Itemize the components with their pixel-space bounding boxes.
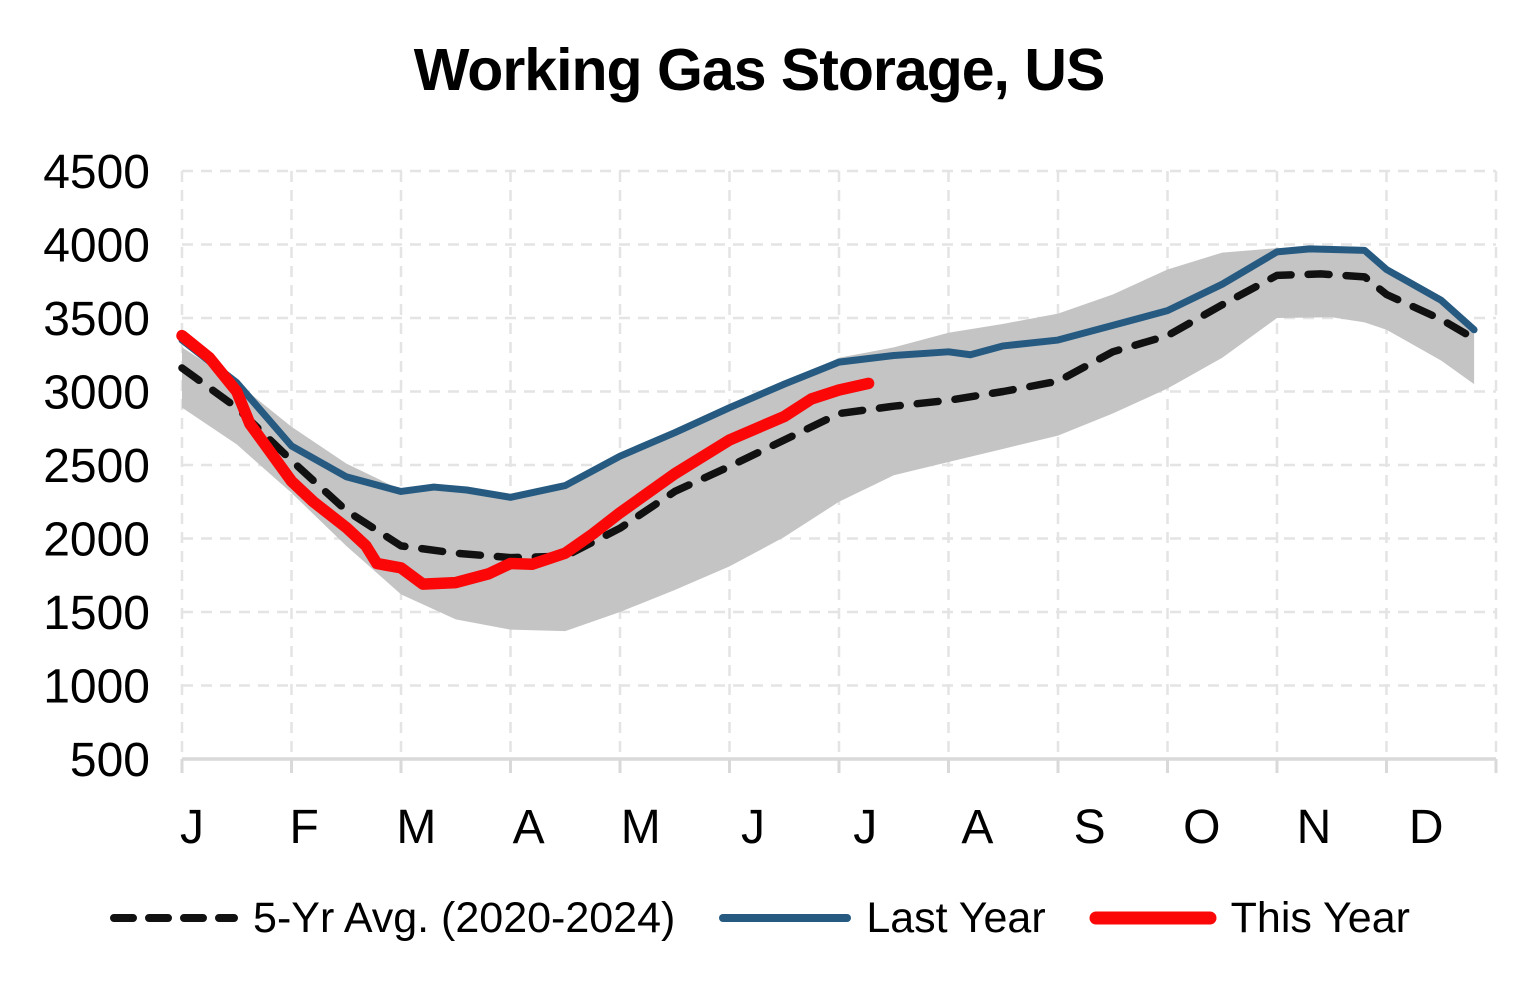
red-line-swatch-icon — [1089, 911, 1217, 925]
svg-text:2000: 2000 — [43, 513, 150, 566]
svg-text:J: J — [741, 801, 765, 854]
dashed-line-swatch-icon — [110, 914, 239, 922]
svg-text:D: D — [1409, 801, 1444, 854]
series-line-this-year — [176, 329, 875, 590]
svg-text:J: J — [853, 801, 877, 854]
svg-text:3500: 3500 — [43, 293, 150, 346]
series-line-5yr-avg — [178, 270, 1478, 562]
svg-text:2500: 2500 — [43, 440, 150, 493]
svg-text:1000: 1000 — [43, 660, 150, 713]
svg-text:J: J — [180, 801, 204, 854]
legend-item-5yr-avg: 5-Yr Avg. (2020-2024) — [108, 894, 675, 943]
legend-label-last-year: Last Year — [866, 893, 1046, 942]
svg-text:3000: 3000 — [43, 366, 150, 419]
svg-text:1500: 1500 — [43, 587, 150, 640]
y-tick-labels: 500 1000 1500 2000 2500 3000 3500 4000 4500 — [43, 146, 150, 787]
svg-text:500: 500 — [70, 734, 150, 787]
svg-text:4500: 4500 — [43, 146, 150, 199]
legend-item-this-year: This Year — [1088, 894, 1410, 943]
svg-text:O: O — [1183, 801, 1220, 854]
legend-label-this-year: This Year — [1230, 893, 1410, 942]
x-axis-ticks — [180, 759, 1498, 773]
series-line-last-year — [178, 245, 1478, 501]
chart-title: Working Gas Storage, US — [413, 37, 1106, 103]
svg-text:M: M — [396, 801, 436, 854]
svg-text:N: N — [1297, 801, 1332, 854]
svg-text:S: S — [1074, 801, 1106, 854]
blue-line-swatch-icon — [719, 914, 852, 922]
range-band — [182, 247, 1475, 632]
svg-text:A: A — [961, 801, 993, 854]
svg-text:F: F — [290, 801, 319, 854]
svg-text:4000: 4000 — [43, 219, 150, 272]
legend-item-last-year: Last Year — [717, 893, 1046, 943]
legend: 5-Yr Avg. (2020-2024) Last Year This Yea… — [0, 884, 1518, 952]
svg-text:A: A — [513, 801, 545, 854]
legend-label-5yr-avg: 5-Yr Avg. (2020-2024) — [253, 893, 676, 942]
svg-text:M: M — [621, 801, 661, 854]
